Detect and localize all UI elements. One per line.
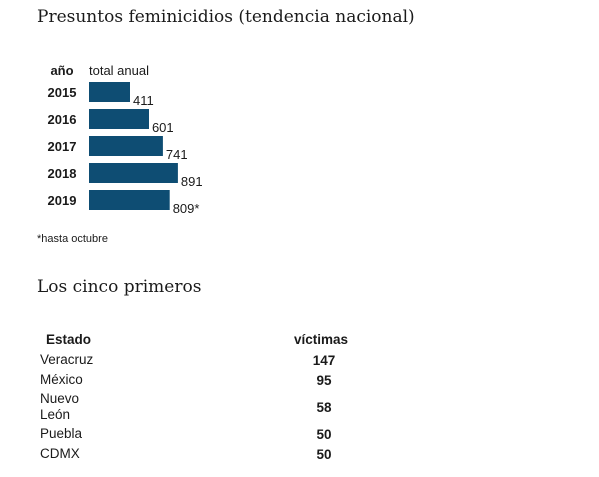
table-row: Puebla 50 [34,424,360,444]
bar [89,136,163,156]
data-label: 891 [181,174,203,189]
value-header: total anual [89,63,149,78]
table-row: Nuevo León 58 [34,390,360,424]
category-label: 2018 [48,166,77,181]
table-row: CDMX 50 [34,444,360,464]
victims-count: 95 [316,372,332,388]
chart-title: Presuntos feminicidios (tendencia nacion… [37,7,415,27]
category-header: año [50,63,73,78]
data-label: 601 [152,120,174,135]
states-table: Estado víctimas Veracruz 147 México 95 Nuevo… [34,328,360,464]
category-label: 2017 [48,139,77,154]
bar [89,82,130,102]
data-label: 411 [133,93,154,108]
header-spacer [100,328,282,350]
category-label: 2015 [48,85,77,100]
state-name: CDMX [40,446,80,461]
state-name: México [40,372,83,387]
state-name: Puebla [40,426,83,441]
table-title: Los cinco primeros [37,277,202,297]
state-name: Nuevo León [40,391,80,422]
header-victimas: víctimas [293,331,349,347]
row-spacer [100,390,282,424]
victims-count: 50 [316,426,332,442]
bar [89,163,178,183]
victims-count: 58 [316,399,332,415]
row-spacer [100,350,282,370]
state-name: Veracruz [40,352,94,367]
victims-count: 50 [316,446,332,462]
data-label: 809* [173,201,200,216]
victims-count: 147 [312,352,336,368]
row-spacer [100,370,282,390]
category-label: 2019 [48,193,77,208]
data-label: 741 [166,147,188,162]
bar-chart: año total anual 2015 411 2016 601 2017 741 2018 8… [48,63,203,216]
table-row: México 95 [34,370,360,390]
row-spacer [100,444,282,464]
row-spacer [100,424,282,444]
category-label: 2016 [48,112,77,127]
chart-footnote: *hasta octubre [37,233,108,245]
bar [89,109,149,129]
table-header-row: Estado víctimas [34,328,360,350]
bar [89,190,170,210]
table-body: Veracruz 147 México 95 Nuevo León 58 Puebla 50 C… [34,350,360,464]
header-estado: Estado [46,331,92,347]
table-row: Veracruz 147 [34,350,360,370]
